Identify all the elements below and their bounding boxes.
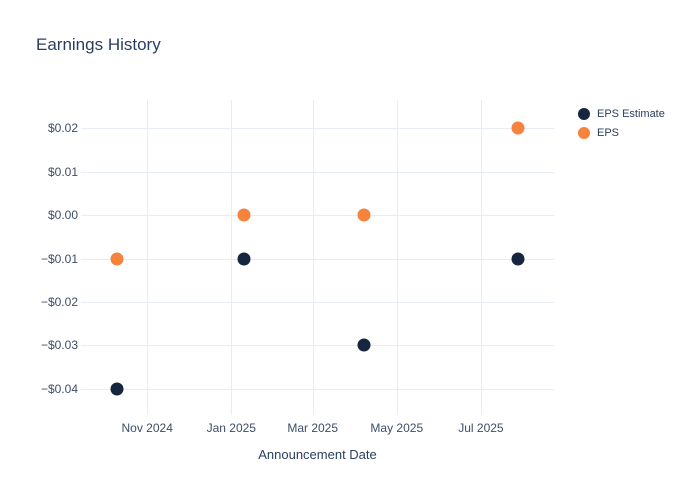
data-point-eps-estimate[interactable] [511,252,525,266]
eps-estimate-marker-icon [578,107,590,120]
y-tick-label: −$0.04 [40,381,78,396]
legend-item-eps[interactable]: EPS [578,123,665,142]
x-axis-title: Announcement Date [258,447,377,462]
h-gridline [81,128,554,130]
h-gridline [81,258,554,260]
y-tick-label: −$0.02 [40,295,78,310]
v-gridline [396,100,398,415]
y-tick-label: $0.01 [47,164,78,179]
h-gridline [81,345,554,347]
v-gridline [312,100,314,415]
x-tick-label: Jan 2025 [206,421,256,435]
legend-label: EPS [597,126,620,139]
x-tick-label: May 2025 [370,421,424,435]
v-gridline [480,100,482,415]
x-tick-label: Jul 2025 [458,421,504,435]
legend: EPS Estimate EPS [578,104,665,142]
h-gridline [81,302,554,304]
data-point-eps-estimate[interactable] [237,252,251,266]
legend-label: EPS Estimate [597,107,665,120]
h-gridline [81,171,554,173]
v-gridline [231,100,233,415]
legend-item-eps-estimate[interactable]: EPS Estimate [578,104,665,123]
chart-title: Earnings History [36,35,161,54]
data-point-eps[interactable] [357,208,371,222]
y-tick-label: −$0.03 [40,338,78,353]
plot-area [81,100,554,415]
data-point-eps-estimate[interactable] [357,338,371,352]
y-tick-label: −$0.01 [40,251,78,266]
v-gridline [147,100,149,415]
data-point-eps[interactable] [511,121,525,135]
data-point-eps[interactable] [237,208,251,222]
data-point-eps-estimate[interactable] [110,382,124,396]
h-gridline [81,215,554,217]
x-tick-label: Mar 2025 [287,421,339,435]
h-gridline [81,388,554,390]
x-tick-label: Nov 2024 [121,421,173,435]
y-tick-label: $0.02 [47,121,78,136]
data-point-eps[interactable] [110,252,124,266]
eps-marker-icon [578,126,590,139]
y-tick-label: $0.00 [47,208,78,223]
